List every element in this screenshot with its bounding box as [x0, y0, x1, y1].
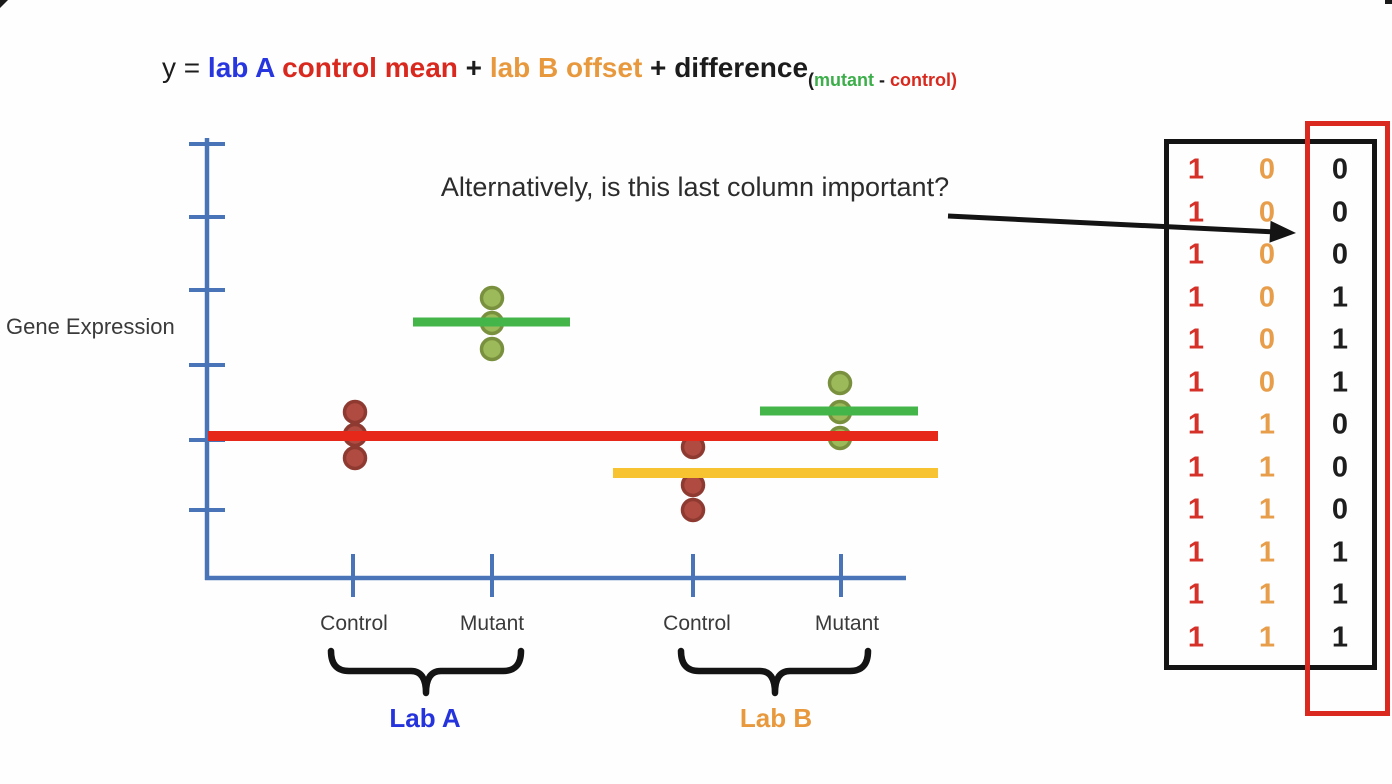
matrix-cell: 0	[1258, 196, 1276, 228]
matrix-cell: 1	[1187, 578, 1205, 611]
x-axis-label: Mutant	[814, 612, 880, 635]
lab-a-control-point	[342, 422, 368, 448]
matrix-cell: 0	[1331, 196, 1349, 228]
model-formula: y = lab A control mean + lab B offset + …	[162, 52, 957, 90]
matrix-cell: 1	[1258, 578, 1276, 611]
matrix-cell: 0	[1258, 153, 1276, 186]
matrix-cell: 1	[1258, 621, 1276, 653]
matrix-cell: 1	[1187, 408, 1205, 441]
matrix-cell: 0	[1331, 238, 1349, 271]
matrix-cell: 0	[1258, 366, 1276, 398]
design-matrix-box	[1164, 139, 1377, 670]
matrix-cell: 1	[1258, 493, 1276, 526]
matrix-cell: 0	[1331, 493, 1349, 526]
lab-a-control-point	[342, 399, 368, 425]
group-label-lab-a: Lab A	[389, 703, 461, 733]
corner-artifact-top-right	[1385, 0, 1392, 4]
lab-a-mutant-point	[479, 285, 505, 311]
matrix-cell: 1	[1331, 323, 1349, 356]
x-axis-label: Mutant	[459, 612, 525, 635]
group-brace	[327, 647, 525, 697]
matrix-cell: 0	[1258, 238, 1276, 271]
annotation-question: Alternatively, is this last column impor…	[440, 172, 950, 202]
matrix-cell: 1	[1187, 451, 1205, 483]
matrix-cell: 1	[1187, 281, 1205, 313]
matrix-cell: 0	[1258, 323, 1276, 356]
formula-control-mean-term: control mean	[282, 52, 458, 83]
matrix-cell: 1	[1187, 621, 1205, 653]
formula-sub-mutant: mutant	[814, 70, 875, 90]
matrix-cell: 1	[1187, 493, 1205, 526]
group-label-lab-b: Lab B	[739, 703, 813, 733]
matrix-cell: 1	[1331, 621, 1349, 653]
matrix-cell: 1	[1331, 366, 1349, 398]
formula-y-equals: y =	[162, 52, 208, 83]
corner-artifact-top-left	[0, 0, 8, 8]
formula-sub-open-paren: (	[808, 70, 815, 90]
matrix-cell: 1	[1258, 451, 1276, 483]
matrix-cell: 1	[1331, 578, 1349, 611]
last-column-highlight-box	[1305, 121, 1390, 716]
formula-plus-1: +	[457, 52, 490, 83]
matrix-cell: 1	[1187, 153, 1205, 186]
x-axis-label: Control	[663, 612, 731, 635]
matrix-cell: 0	[1258, 281, 1276, 313]
formula-sub-close-paren: )	[951, 70, 958, 90]
formula-difference-term: difference	[674, 52, 809, 83]
matrix-cell: 1	[1187, 366, 1205, 398]
lab-a-mutant-point	[479, 336, 505, 362]
matrix-cell: 1	[1187, 196, 1205, 228]
matrix-cell: 0	[1331, 408, 1349, 441]
matrix-cell: 1	[1258, 536, 1276, 568]
matrix-cell: 0	[1331, 153, 1349, 186]
lab-a-mutant-point	[479, 310, 505, 336]
matrix-cell: 1	[1331, 536, 1349, 568]
formula-sub-minus: -	[874, 70, 891, 90]
lab-a-control-point	[342, 445, 368, 471]
formula-plus-2: +	[642, 52, 675, 83]
matrix-cell: 1	[1187, 238, 1205, 271]
formula-sub-control: control	[890, 70, 952, 90]
lab-b-mutant-point	[827, 370, 853, 396]
lab-b-control-point	[680, 497, 706, 523]
formula-lab-b-offset-term: lab B offset	[489, 52, 643, 83]
matrix-cell: 0	[1331, 451, 1349, 483]
formula-lab-a-term: lab A	[207, 52, 283, 83]
matrix-cell: 1	[1258, 408, 1276, 441]
group-brace	[677, 647, 872, 697]
y-axis-title: Gene Expression	[6, 314, 175, 339]
lab-b-mutant-point	[827, 425, 853, 451]
lab-b-mutant-point	[827, 399, 853, 425]
matrix-cell: 1	[1331, 281, 1349, 313]
lab-b-control-point	[680, 434, 706, 460]
x-axis-label: Control	[320, 612, 388, 635]
matrix-cell: 1	[1187, 323, 1205, 356]
matrix-cell: 1	[1187, 536, 1205, 568]
lab-b-control-point	[680, 472, 706, 498]
